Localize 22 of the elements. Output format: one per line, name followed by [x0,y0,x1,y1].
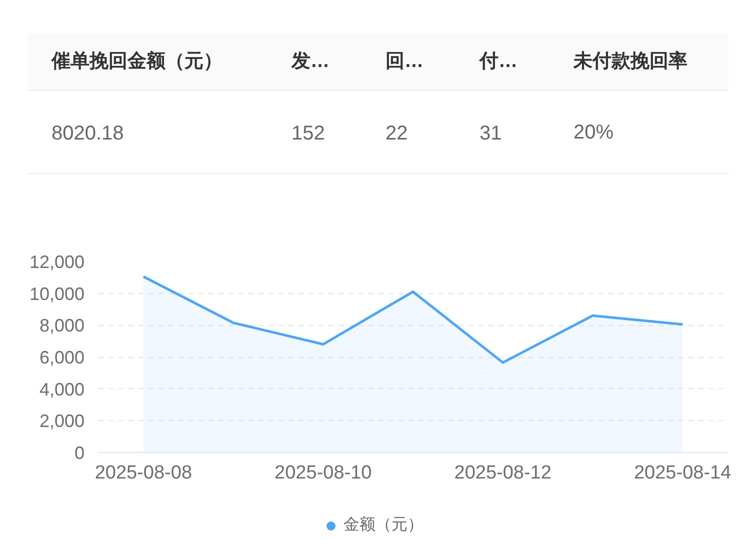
category-label: 付… [478,51,518,72]
y-tick-label: 2,000 [39,411,85,432]
y-tick-label: 4,000 [39,379,85,400]
text: 20% [574,122,614,144]
x-tick-label: 2025-08-14 [634,462,732,484]
text: 152 [292,122,325,144]
x-tick-label: 2025-08-08 [94,462,192,484]
x-tick-label: 2025-08-12 [454,462,552,484]
y-tick-label: 6,000 [39,348,85,368]
y-tick-label: 0 [74,443,85,463]
y-tick-label: 8,000 [39,316,85,336]
text: 31 [480,122,502,144]
y-tick-label: 10,000 [29,284,85,304]
y-tick-label: 12,000 [29,252,85,272]
text: 22 [386,122,408,144]
category-label: 回… [386,51,424,72]
legend-label: 金额（元） [344,515,424,536]
category-label: 催单挽回金额（元） [50,50,222,72]
category-label: 发… [290,51,330,72]
text: 8020.18 [52,122,124,144]
category-label: 未付款挽回率 [572,50,688,72]
x-tick-label: 2025-08-10 [274,462,372,484]
